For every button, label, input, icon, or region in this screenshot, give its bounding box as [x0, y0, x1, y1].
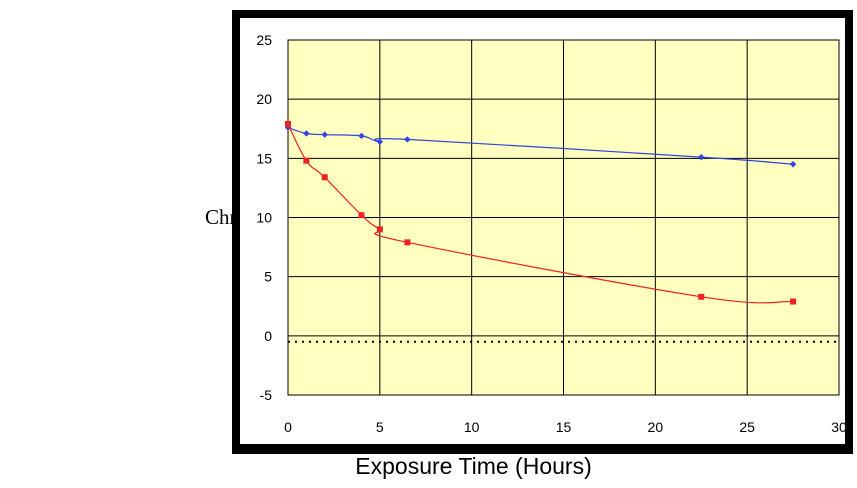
y-tick-label: 25 — [256, 32, 272, 48]
x-tick-label: 5 — [376, 419, 384, 435]
x-tick-label: 25 — [739, 419, 755, 435]
y-tick-label: 20 — [256, 91, 272, 107]
y-tick-label: 15 — [256, 150, 272, 166]
x-tick-labels: 0 5 10 15 20 25 30 — [284, 419, 847, 435]
y-tick-label: 0 — [264, 328, 272, 344]
x-tick-label: 15 — [556, 419, 572, 435]
series-2-point — [698, 293, 705, 300]
y-tick-label: 5 — [264, 269, 272, 285]
series-2-point — [790, 298, 797, 305]
series-1-point — [358, 132, 365, 140]
series-2-point — [321, 174, 328, 181]
series-1-point — [321, 131, 328, 138]
series-1-point — [698, 153, 705, 161]
x-tick-label: 20 — [648, 419, 664, 435]
y-tick-label: 10 — [256, 210, 272, 226]
series-2-point — [285, 121, 291, 128]
x-tick-label: 30 — [831, 419, 847, 435]
series-2-point — [358, 212, 365, 219]
series-1-point — [376, 138, 384, 145]
grid — [287, 39, 840, 396]
series-2-point — [303, 157, 310, 164]
series-1-point — [789, 161, 797, 168]
series-1-point — [303, 130, 310, 137]
y-tick-labels: 25 20 15 10 5 0 -5 — [256, 32, 272, 403]
x-tick-label: 0 — [284, 419, 292, 435]
series-2-point — [404, 239, 411, 246]
series-2-point — [376, 226, 383, 233]
series-group — [284, 121, 797, 305]
series-1-point — [404, 136, 411, 143]
x-tick-label: 10 — [464, 419, 480, 435]
x-axis-label: Exposure Time (Hours) — [355, 453, 592, 479]
y-tick-label: -5 — [260, 387, 273, 403]
